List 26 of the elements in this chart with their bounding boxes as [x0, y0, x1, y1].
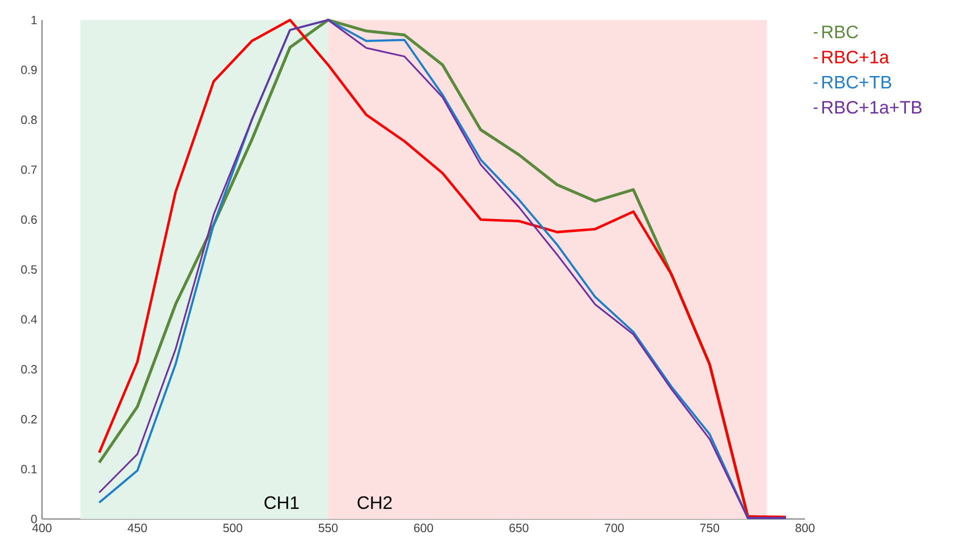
- y-tick-label: 0.7: [21, 165, 37, 174]
- legend-label: RBC+TB: [822, 76, 892, 89]
- band-label: CH2: [358, 496, 392, 509]
- y-tick-label: 0.4: [21, 315, 37, 324]
- x-tick-label: 800: [796, 524, 815, 532]
- x-tick-label: 750: [700, 524, 720, 532]
- x-tick-label: 450: [128, 524, 147, 532]
- legend-label: RBC+1a+TB: [822, 100, 922, 114]
- x-tick-label: 650: [510, 524, 528, 532]
- y-tick-label: 0.6: [21, 215, 37, 224]
- y-tick-label: 0.8: [21, 116, 37, 124]
- x-tick-label: 400: [32, 524, 52, 532]
- y-tick-label: 0.9: [21, 66, 37, 74]
- y-tick-label: 1: [32, 16, 37, 24]
- y-tick-label: 0.5: [21, 265, 37, 274]
- y-tick-label: 0.2: [21, 414, 37, 424]
- y-tick-label: 0: [31, 514, 37, 524]
- legend-label: RBC+1a: [822, 50, 890, 64]
- x-tick-label: 500: [223, 524, 242, 532]
- y-tick-label: 0.3: [21, 365, 37, 374]
- y-tick-label: 0.1: [21, 464, 37, 474]
- band-label: CH1: [264, 496, 299, 509]
- x-tick-label: 700: [604, 524, 624, 532]
- x-tick-label: 550: [318, 524, 338, 532]
- x-tick-label: 600: [414, 524, 434, 532]
- legend-label: RBC: [822, 26, 858, 38]
